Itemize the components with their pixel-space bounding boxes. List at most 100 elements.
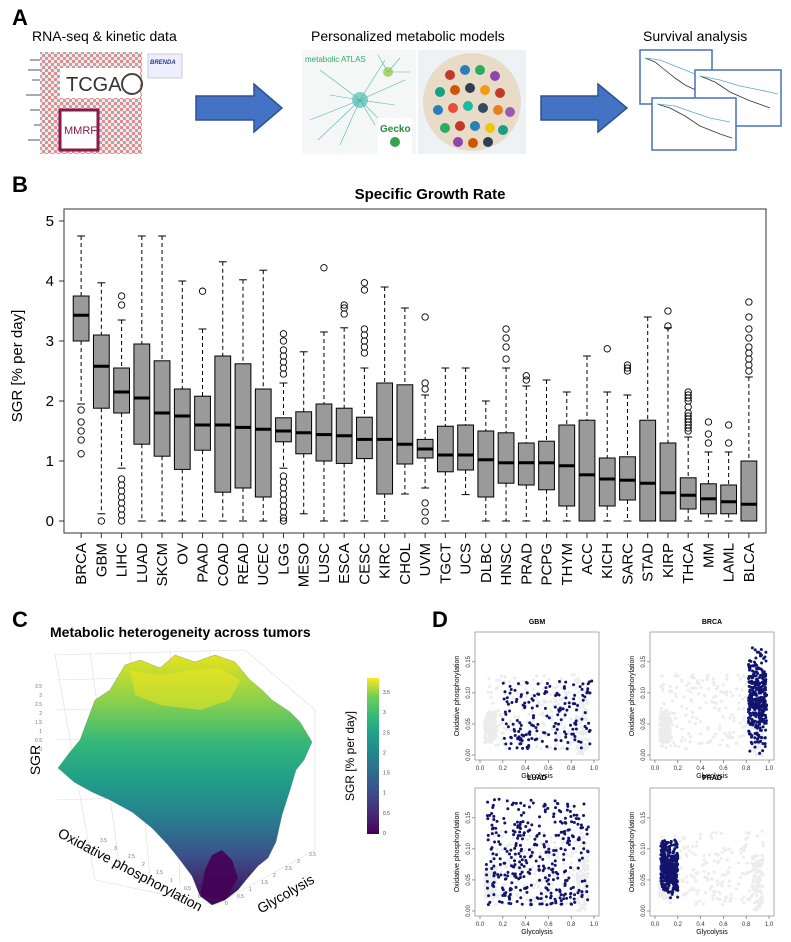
workflow-arrow-1: [195, 82, 284, 134]
box-kich: [598, 345, 616, 522]
metabolic-atlas-logo: metabolic ATLAS: [305, 55, 366, 64]
outlier-point: [77, 436, 85, 444]
box-coad: [214, 261, 232, 522]
x-axis-labels: BRCA GBM LIHC LUAD SKCM OV PAAD COAD READ UCEC LGG…: [73, 533, 758, 587]
x-tick-label: 1.0: [765, 766, 774, 772]
outlier-point: [522, 376, 530, 384]
y-tick-label: 1.5: [156, 870, 163, 876]
x-tick-label: UVM: [417, 543, 434, 576]
sample-points: [501, 679, 594, 751]
x-tick-label: 0.6: [719, 922, 728, 928]
sgr-surface: [57, 654, 313, 906]
gecko-logo: Gecko: [380, 124, 411, 135]
x-tick-label: 1.0: [765, 922, 774, 928]
colorbar-tick-label: 0: [383, 831, 386, 837]
x-axis-label: Glycolysis: [696, 773, 728, 780]
z-tick-label: 3.5: [35, 684, 42, 690]
x-tick-label: UCS: [458, 543, 475, 575]
z-tick-label: 1.5: [35, 720, 42, 726]
metabolic-surface-plot: SGR Oxidative phosphorylation Glycolysis…: [27, 649, 390, 916]
box-brca: [72, 235, 90, 458]
x-tick-label: 0.6: [544, 766, 553, 772]
box-dlbc: [477, 400, 495, 522]
survival-plots-image: [639, 49, 782, 151]
x-tick-label: READ: [235, 543, 252, 585]
box-iqr: [92, 334, 110, 409]
y-tick-label: 0: [46, 513, 54, 530]
outlier-point: [745, 313, 753, 321]
panel-a-title-1: RNA-seq & kinetic data: [32, 28, 177, 44]
patient-crowd-image: [418, 50, 526, 154]
panel-a-workflow: RNA-seq & kinetic data Personalized meta…: [26, 28, 782, 154]
x-tick-label: LAML: [721, 543, 738, 582]
x-tick-label: PRAD: [518, 543, 535, 585]
x-tick-label: 0.6: [719, 766, 728, 772]
box-tgct: [436, 367, 454, 522]
z-axis-label: SGR: [27, 745, 43, 775]
outlier-point: [421, 313, 429, 321]
outlier-point: [502, 343, 510, 351]
outlier-point: [77, 450, 85, 458]
colorbar-tick-label: 2: [383, 750, 386, 756]
outlier-point: [502, 334, 510, 342]
box-sarc: [619, 361, 636, 522]
x-tick-label: LUSC: [316, 543, 333, 583]
sgr-boxplot: Specific Growth Rate SGR [% per day] 0 1 2…: [9, 186, 767, 587]
x-tick-label: 0.2: [499, 766, 508, 772]
box-thym: [558, 391, 576, 522]
box-read: [234, 279, 252, 522]
panel-letter-a: A: [12, 5, 28, 30]
x-tick-label: 3.5: [309, 852, 316, 858]
box-uvm: [416, 313, 434, 525]
mmrf-logo-box: [58, 108, 100, 152]
x-tick-label: TGCT: [437, 543, 454, 584]
colorbar-label: SGR [% per day]: [343, 711, 357, 801]
z-tick-label: 0: [39, 747, 42, 753]
scatter-frame: [474, 631, 600, 761]
x-tick-label: KICH: [599, 543, 616, 579]
plot-frame: [63, 208, 767, 534]
scatter-panel-luad: LUAD 0.0 0.2 0.4 0.6 0.8 1.0 0.00 0.05 0.10 0.15 Gl…: [454, 775, 600, 936]
outlier-point: [340, 301, 348, 309]
outlier-point: [279, 346, 288, 354]
outlier-point: [704, 439, 713, 447]
x-tick-label: 1.0: [590, 766, 599, 772]
outlier-point: [117, 292, 126, 300]
panel-letter-b: B: [12, 172, 28, 197]
x-tick-label: GBM: [93, 543, 110, 577]
x-tick-label: 0.4: [521, 766, 530, 772]
scatter-panel-prad: PRAD 0.0 0.2 0.4 0.6 0.8 1.0 0.00 0.05 0.10 0.15 Gl…: [629, 775, 775, 936]
outlier-point: [77, 406, 85, 414]
scatter-panel-gbm: GBM 0.0 0.2 0.4 0.6 0.8 1.0 0.00 0.05 0.10 0.15 Gly…: [454, 619, 600, 780]
box-iqr: [659, 442, 677, 522]
y-tick-label: 0.00: [466, 905, 472, 917]
x-tick-label: 0.2: [499, 922, 508, 928]
z-tick-label: 3: [39, 693, 42, 699]
y-tick-label: 4: [46, 273, 54, 290]
x-tick-label: 0.8: [742, 922, 751, 928]
scatter-title: GBM: [529, 619, 546, 626]
colorbar-tick-label: 1: [383, 791, 386, 797]
box-iqr: [72, 295, 90, 342]
colorbar-tick-label: 0.5: [383, 811, 390, 817]
x-tick-label: SARC: [619, 543, 636, 585]
colorbar-tick-label: 1.5: [383, 771, 390, 777]
box-cesc: [356, 279, 373, 522]
box-ov: [173, 280, 191, 522]
colorbar-tick-label: 3: [383, 710, 386, 716]
box-stad: [639, 316, 657, 522]
y-tick-label: 0.05: [466, 873, 472, 885]
box-kirc: [376, 286, 394, 522]
box-acc: [578, 355, 596, 522]
y-axis-label: Oxidative phosphorylation: [454, 656, 461, 737]
outlier-point: [421, 499, 429, 507]
x-axis-label: Glycolysis: [521, 929, 553, 936]
box-iqr: [315, 403, 333, 462]
outlier-point: [724, 421, 733, 429]
x-tick-label: HNSC: [498, 543, 515, 586]
y-axis-label: Oxidative phosphorylation: [454, 812, 461, 893]
outlier-point: [421, 517, 429, 525]
x-tick-label: 0.5: [237, 894, 244, 900]
z-tick-label: 2: [39, 711, 42, 717]
box-blca: [740, 298, 758, 522]
